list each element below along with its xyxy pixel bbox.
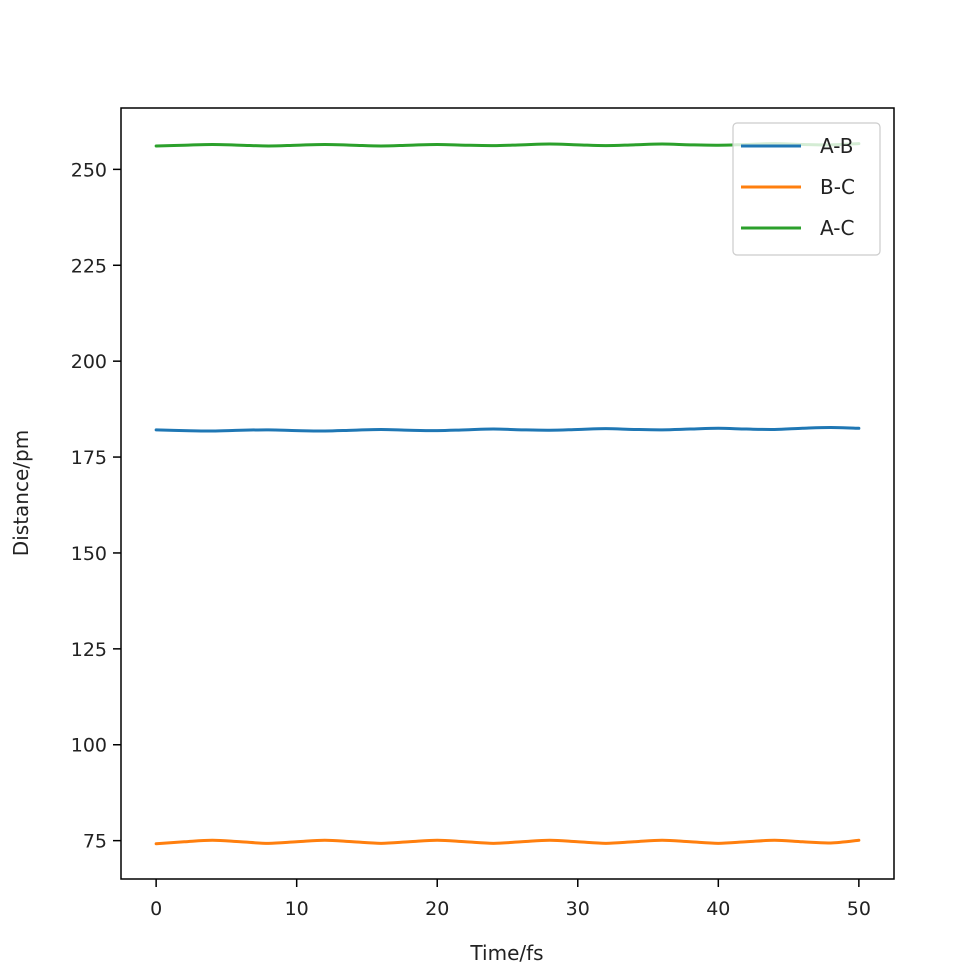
legend-label-b-c: B-C	[820, 175, 855, 199]
y-tick-label: 125	[71, 639, 107, 661]
y-tick-label: 175	[71, 447, 107, 469]
x-tick-label: 30	[566, 898, 590, 920]
y-tick-label: 100	[71, 735, 107, 757]
x-tick-label: 50	[847, 898, 871, 920]
series-line-b-c	[154, 838, 861, 846]
y-tick-label: 150	[71, 543, 107, 565]
x-tick-label: 40	[706, 898, 730, 920]
y-axis-title: Distance/pm	[9, 430, 33, 556]
y-tick-label: 75	[83, 831, 107, 853]
x-tick-label: 10	[285, 898, 309, 920]
legend-box	[732, 122, 881, 256]
y-tick-label: 200	[71, 351, 107, 373]
legend-entries: A-B B-C A-C	[741, 134, 855, 240]
legend-label-a-b: A-B	[820, 134, 853, 158]
y-tick-label: 250	[71, 159, 107, 181]
legend-label-a-c: A-C	[820, 216, 854, 240]
plot-area-frame	[120, 107, 895, 880]
legend: A-B B-C A-C	[732, 122, 881, 256]
x-tick-label: 20	[425, 898, 449, 920]
series-line-a-b	[154, 426, 861, 433]
x-tick-label: 0	[150, 898, 162, 920]
y-axis-ticks: 75 100 125 150 175 200 225 250	[71, 159, 121, 853]
x-axis-ticks: 0 10 20 30 40 50	[150, 879, 871, 920]
y-tick-label: 225	[71, 255, 107, 277]
x-axis-title: Time/fs	[469, 941, 543, 965]
